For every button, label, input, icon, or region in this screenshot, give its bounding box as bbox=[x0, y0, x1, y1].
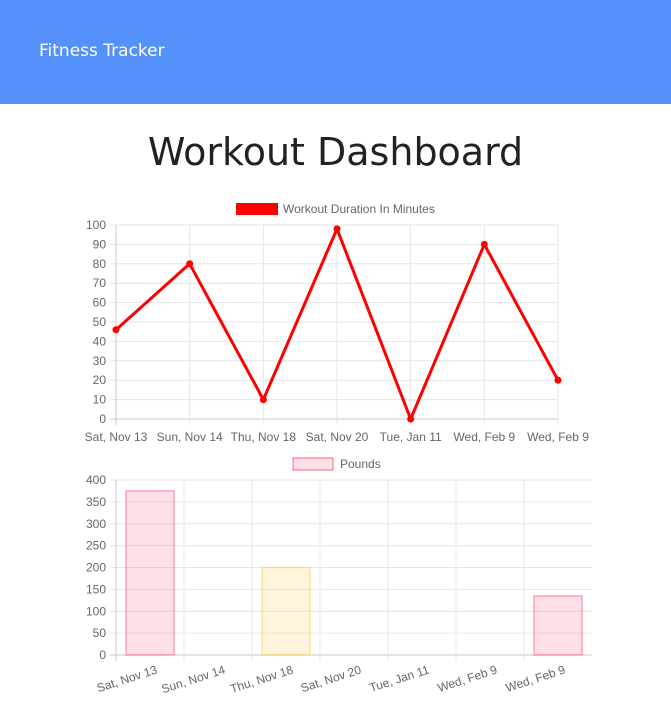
bar bbox=[533, 595, 583, 656]
y-tick-label: 200 bbox=[86, 561, 106, 575]
y-tick-label: 0 bbox=[99, 412, 106, 426]
y-tick-label: 70 bbox=[93, 276, 107, 290]
data-point bbox=[333, 225, 341, 233]
y-tick-label: 100 bbox=[86, 604, 106, 618]
x-tick-label: Wed, Feb 9 bbox=[436, 662, 499, 695]
y-tick-label: 50 bbox=[93, 315, 107, 329]
legend-swatch bbox=[292, 457, 334, 471]
y-tick-label: 300 bbox=[86, 517, 106, 531]
data-point bbox=[554, 376, 562, 384]
x-tick-label: Thu, Nov 18 bbox=[231, 430, 297, 444]
y-tick-label: 90 bbox=[93, 237, 107, 251]
x-tick-label: Tue, Jan 11 bbox=[368, 662, 432, 695]
y-tick-label: 10 bbox=[93, 393, 107, 407]
x-tick-label: Wed, Feb 9 bbox=[504, 662, 567, 695]
y-tick-label: 60 bbox=[93, 296, 107, 310]
brand-link[interactable]: Fitness Tracker bbox=[39, 41, 165, 61]
legend-label: Workout Duration In Minutes bbox=[283, 202, 435, 216]
legend-label: Pounds bbox=[340, 457, 381, 471]
x-tick-label: Sat, Nov 20 bbox=[299, 662, 363, 695]
data-point bbox=[112, 326, 120, 334]
data-point bbox=[259, 396, 267, 404]
x-tick-label: Wed, Feb 9 bbox=[527, 430, 589, 444]
legend-swatch bbox=[236, 203, 278, 215]
y-tick-label: 30 bbox=[93, 354, 107, 368]
y-tick-label: 100 bbox=[86, 218, 106, 232]
y-tick-label: 150 bbox=[86, 582, 106, 596]
x-tick-label: Tue, Jan 11 bbox=[380, 430, 442, 444]
page-title: Workout Dashboard bbox=[147, 130, 524, 174]
data-point bbox=[186, 260, 194, 268]
y-tick-label: 350 bbox=[86, 495, 106, 509]
bar bbox=[125, 490, 175, 656]
x-tick-label: Wed, Feb 9 bbox=[453, 430, 515, 444]
bar bbox=[261, 566, 311, 656]
x-tick-label: Sat, Nov 13 bbox=[95, 662, 159, 695]
y-tick-label: 400 bbox=[86, 473, 106, 487]
charts: Workout Duration In Minutes 0 10 20 30 40 50 60… bbox=[85, 202, 592, 696]
navbar: Fitness Tracker bbox=[0, 0, 671, 104]
y-tick-label: 80 bbox=[93, 257, 107, 271]
x-tick-label: Sun, Nov 14 bbox=[157, 430, 223, 444]
data-point bbox=[407, 415, 415, 423]
y-tick-label: 40 bbox=[93, 334, 107, 348]
x-tick-label: Sat, Nov 13 bbox=[85, 430, 148, 444]
y-tick-label: 250 bbox=[86, 539, 106, 553]
data-point bbox=[480, 240, 488, 248]
x-tick-label: Thu, Nov 18 bbox=[228, 662, 295, 696]
x-tick-label: Sat, Nov 20 bbox=[306, 430, 369, 444]
x-tick-label: Sun, Nov 14 bbox=[160, 662, 227, 696]
y-tick-label: 50 bbox=[93, 626, 107, 640]
y-tick-label: 20 bbox=[93, 373, 107, 387]
y-tick-label: 0 bbox=[99, 648, 106, 662]
